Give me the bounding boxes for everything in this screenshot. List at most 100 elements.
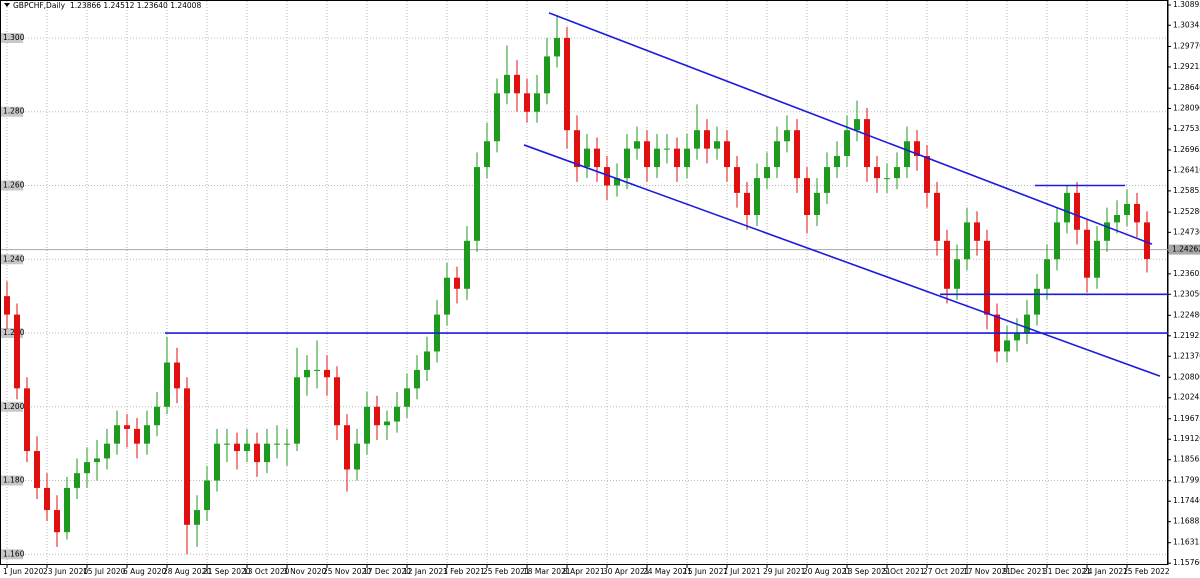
candle-body (184, 388, 190, 525)
candle-body (514, 74, 520, 94)
candle-body (784, 130, 790, 142)
candle-body (1144, 222, 1150, 259)
candle-body (214, 443, 220, 481)
candle-body (714, 141, 720, 149)
last-price-label: 1.24262 (1172, 245, 1200, 254)
candle-body (24, 388, 30, 452)
y-tick-label: 1.23605 (1173, 269, 1200, 278)
candle-body (1034, 288, 1040, 315)
y-tick-label: 1.21925 (1173, 331, 1200, 340)
x-tick-label: 25 Feb 2021 (483, 567, 530, 576)
candle-body (744, 192, 750, 216)
candle-body (74, 473, 80, 488)
candle-body (674, 148, 680, 168)
x-tick-label: 23 Jun 2020 (43, 567, 88, 576)
candle-body (804, 178, 810, 216)
level-label-box (1, 106, 23, 117)
candle-body (494, 93, 500, 142)
level-label: 1.220 (3, 328, 25, 337)
x-tick-label: 6 Aug 2020 (123, 567, 166, 576)
x-tick-label: 13 Sep 2021 (843, 567, 891, 576)
candle-body (974, 222, 980, 241)
y-tick-label: 1.24730 (1173, 227, 1200, 236)
candle-body (584, 148, 590, 168)
level-label-box (1, 254, 23, 265)
y-tick-label: 1.25855 (1173, 186, 1200, 195)
level-label: 1.240 (3, 254, 25, 263)
y-tick-label: 1.29215 (1173, 62, 1200, 71)
trend-line (548, 12, 1153, 245)
candle-body (84, 462, 90, 474)
candle-body (144, 425, 150, 444)
y-tick-label: 1.28640 (1173, 83, 1200, 92)
plot-frame (0, 0, 1168, 565)
candle-body (354, 443, 360, 470)
candle-body (504, 74, 510, 94)
candle-body (484, 141, 490, 168)
candle-body (654, 148, 660, 168)
candle-body (204, 480, 210, 511)
candle-body (774, 141, 780, 168)
candle-body (384, 421, 390, 426)
candle-body (684, 148, 690, 168)
candle-body (844, 130, 850, 157)
y-tick-label: 1.27535 (1173, 124, 1200, 133)
candle-body (1004, 340, 1010, 352)
candle-body (1024, 314, 1030, 334)
y-tick-label: 1.23050 (1173, 289, 1200, 298)
candle-body (914, 141, 920, 157)
ohlc-readout: 1.23866 1.24512 1.23640 1.24008 (70, 1, 201, 10)
candle-body (264, 443, 270, 463)
candle-body (1054, 222, 1060, 260)
level-label-box (1, 401, 23, 412)
candle-body (964, 222, 970, 260)
candle-body (634, 141, 640, 149)
candle-body (794, 130, 800, 179)
candle-body (604, 167, 610, 186)
candle-body (524, 93, 530, 112)
candle-body (34, 451, 40, 488)
candle-body (1104, 222, 1110, 241)
candle-body (394, 406, 400, 422)
candle-body (464, 240, 470, 289)
candle-body (1134, 203, 1140, 223)
x-tick-label: 18 Mar 2021 (523, 567, 571, 576)
y-tick-label: 1.19120 (1173, 434, 1200, 443)
candle-body (124, 425, 130, 429)
level-label-box (1, 328, 23, 339)
x-tick-label: 1 Jun 2020 (3, 567, 44, 576)
candle-body (924, 156, 930, 193)
candle-body (884, 178, 890, 180)
candle-body (14, 314, 20, 389)
candle-body (864, 119, 870, 168)
candle-body (424, 351, 430, 370)
symbol: GBPCHF,Daily (13, 1, 66, 10)
level-label-box (1, 475, 23, 486)
candle-body (104, 443, 110, 459)
header-arrow (4, 3, 10, 7)
x-tick-label: 27 Oct 2021 (923, 567, 970, 576)
candle-body (134, 428, 140, 444)
candle-body (474, 167, 480, 241)
x-tick-label: 15 Feb 2022 (1123, 567, 1170, 576)
x-tick-label: 5 Oct 2021 (883, 567, 925, 576)
candle-body (154, 406, 160, 426)
candle-body (574, 130, 580, 168)
candle-body (284, 443, 290, 445)
candle-body (254, 443, 260, 463)
x-tick-label: 12 Jan 2021 (403, 567, 448, 576)
y-tick-label: 1.16885 (1173, 517, 1200, 526)
candle-body (1124, 203, 1130, 216)
x-tick-label: 13 Oct 2020 (243, 567, 290, 576)
x-tick-label: 25 Nov 2020 (323, 567, 371, 576)
x-tick-label: 15 Jun 2021 (683, 567, 728, 576)
level-label: 1.160 (3, 549, 25, 558)
y-tick-label: 1.28090 (1173, 103, 1200, 112)
y-tick-label: 1.15760 (1173, 558, 1200, 567)
level-label: 1.300 (3, 33, 25, 42)
candle-body (1044, 259, 1050, 289)
candle-body (614, 178, 620, 186)
candle-body (114, 425, 120, 444)
candle-body (294, 377, 300, 444)
